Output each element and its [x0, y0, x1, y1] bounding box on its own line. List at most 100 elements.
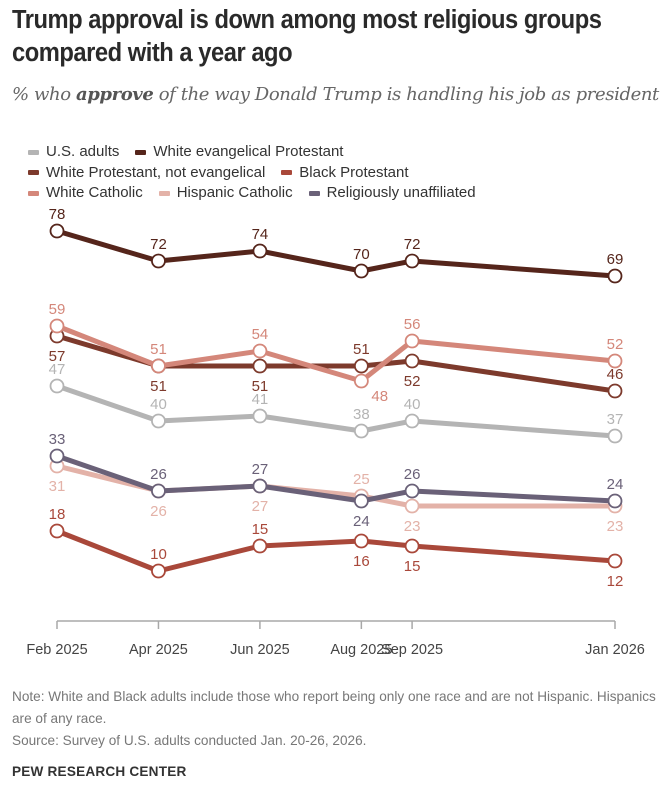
data-point: [252, 358, 268, 374]
series-group: [49, 458, 623, 514]
data-point: [607, 553, 623, 569]
series-line: [54, 383, 618, 439]
data-point: [353, 263, 369, 279]
data-label: 74: [252, 226, 269, 243]
data-label: 27: [252, 498, 269, 515]
data-label: 23: [607, 518, 624, 535]
data-label: 26: [150, 466, 167, 483]
data-point: [404, 498, 420, 514]
data-point: [404, 353, 420, 369]
data-point: [151, 413, 166, 429]
data-label: 69: [607, 251, 624, 268]
data-point: [49, 523, 65, 539]
data-point: [151, 563, 166, 579]
series-group: [49, 448, 623, 509]
legend-label: Hispanic Catholic: [176, 184, 293, 201]
legend-swatch: [281, 170, 293, 176]
data-point: [252, 538, 268, 554]
data-label: 52: [404, 373, 421, 390]
data-point: [607, 428, 623, 444]
data-point: [607, 383, 623, 399]
x-tick-label: Sep 2025: [381, 642, 443, 658]
chart-title: Trump approval is down among most religi…: [12, 6, 602, 67]
data-label: 37: [607, 411, 624, 428]
data-point: [404, 253, 420, 269]
legend-item: U.S. adults: [28, 142, 119, 163]
legend-swatch: [28, 149, 39, 155]
data-label: 51: [150, 341, 167, 358]
data-label: 72: [404, 236, 421, 253]
data-label: 31: [49, 478, 66, 495]
data-label: 48: [371, 388, 388, 405]
x-tick-label: Jun 2025: [230, 642, 290, 658]
data-label: 47: [49, 361, 66, 378]
data-label: 40: [150, 396, 167, 413]
chart-subtitle: % who approve of the way Donald Trump is…: [12, 82, 662, 108]
brand-logo-text: PEW RESEARCH CENTER: [12, 764, 187, 779]
data-label: 33: [49, 431, 66, 448]
data-label: 12: [607, 573, 624, 590]
data-label: 72: [150, 236, 167, 253]
legend-row: White Catholic Hispanic Catholic Religious…: [28, 183, 492, 204]
data-label: 26: [150, 503, 167, 520]
x-tick-label: Jan 2026: [585, 642, 645, 658]
subtitle-emphasis: approve: [75, 84, 154, 105]
series-line: [54, 453, 618, 504]
data-label: 56: [404, 316, 421, 333]
data-point: [404, 538, 420, 554]
data-point: [607, 493, 623, 509]
data-point: [404, 333, 420, 349]
series-line: [54, 333, 618, 394]
legend-swatch: [158, 190, 170, 196]
data-label: 40: [404, 396, 421, 413]
data-point: [353, 533, 369, 549]
series-group: [49, 523, 623, 579]
data-label: 24: [353, 513, 370, 530]
data-point: [404, 483, 420, 499]
data-label: 15: [252, 521, 269, 538]
data-point: [353, 493, 369, 509]
data-point: [252, 343, 268, 359]
data-label: 26: [404, 466, 421, 483]
x-tick-label: Aug 2025: [330, 642, 392, 658]
data-point: [252, 243, 268, 259]
legend-swatch: [135, 149, 147, 155]
data-label: 59: [49, 301, 66, 318]
note-text: Note: White and Black adults include tho…: [12, 689, 656, 726]
series-group: [49, 378, 623, 444]
data-label: 15: [404, 558, 421, 575]
legend-item: Hispanic Catholic: [158, 183, 293, 204]
legend-label: Religiously unaffiliated: [326, 184, 476, 201]
legend-label: White evangelical Protestant: [153, 143, 344, 160]
series-group: [49, 328, 623, 399]
chart-legend: U.S. adults White evangelical Protestant W…: [28, 142, 492, 204]
legend-swatch: [308, 190, 320, 196]
data-point: [49, 318, 65, 334]
x-tick-label: Apr 2025: [129, 642, 188, 658]
series-group: [49, 223, 623, 284]
data-point: [353, 423, 369, 439]
series-line: [54, 228, 618, 279]
data-label: 10: [150, 546, 167, 563]
series-line: [54, 528, 618, 574]
data-label: 23: [404, 518, 421, 535]
legend-row: White Protestant, not evangelical Black P…: [28, 163, 492, 184]
source-text: Source: Survey of U.S. adults conducted …: [12, 733, 367, 748]
legend-item: Religiously unaffiliated: [308, 183, 476, 204]
data-label: 25: [353, 471, 370, 488]
data-point: [49, 223, 65, 239]
data-point: [353, 373, 369, 389]
data-point: [353, 358, 369, 374]
x-tick-label: Feb 2025: [26, 642, 87, 658]
data-label: 16: [353, 553, 370, 570]
legend-item: White Protestant, not evangelical: [28, 163, 265, 184]
data-label: 54: [252, 326, 269, 343]
data-label: 78: [49, 206, 66, 223]
data-label: 46: [607, 366, 624, 383]
data-point: [252, 478, 268, 494]
data-point: [151, 483, 166, 499]
data-point: [252, 408, 268, 424]
legend-item: White Catholic: [28, 183, 143, 204]
data-label: 57: [49, 348, 66, 365]
